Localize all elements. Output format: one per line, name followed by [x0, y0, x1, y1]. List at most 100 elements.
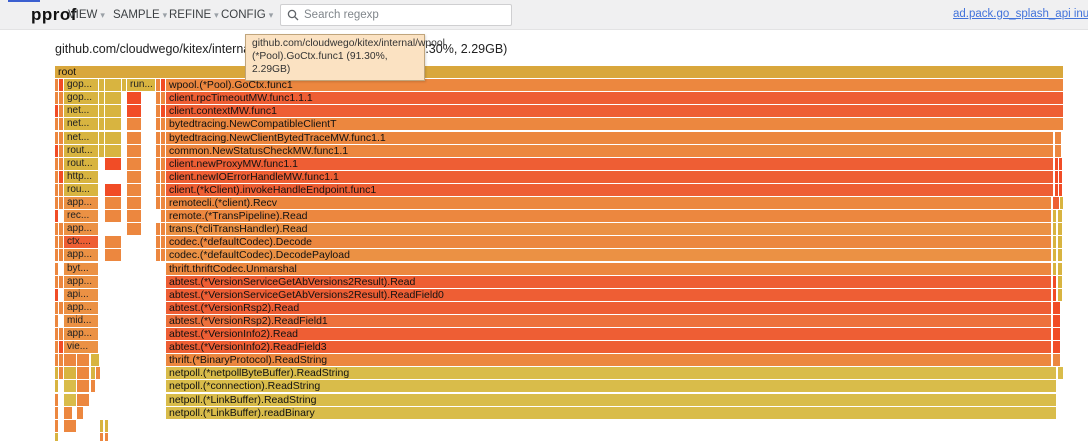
flame-cell[interactable] [161, 236, 165, 249]
flame-cell[interactable] [55, 432, 58, 441]
flame-cell[interactable] [59, 183, 63, 196]
flame-cell[interactable] [55, 380, 58, 393]
flame-cell[interactable] [55, 210, 58, 223]
flame-cell[interactable] [127, 197, 141, 209]
flame-cell[interactable] [64, 393, 76, 406]
flame-cell[interactable] [105, 419, 108, 432]
flame-frame[interactable]: remote.(*TransPipeline).Read [166, 210, 1051, 223]
flame-cell[interactable] [161, 197, 165, 209]
flame-cell[interactable] [156, 197, 160, 209]
flame-cell[interactable] [105, 131, 121, 144]
flame-cell[interactable] [1053, 288, 1056, 301]
flame-cell[interactable] [64, 406, 72, 419]
flame-cell[interactable] [105, 210, 121, 223]
flame-frame[interactable]: client.newProxyMW.func1.1 [166, 157, 1053, 170]
flame-cell[interactable] [55, 197, 58, 209]
flame-frame[interactable]: app... [64, 249, 98, 262]
flame-cell[interactable] [55, 223, 58, 236]
search-input[interactable] [304, 9, 505, 21]
flame-cell[interactable] [55, 79, 58, 92]
flame-frame[interactable]: abtest.(*VersionInfo2).ReadField3 [166, 341, 1051, 354]
menu-refine[interactable]: REFINE ▾ [169, 9, 219, 21]
flame-cell[interactable] [55, 406, 58, 419]
flame-cell[interactable] [1053, 328, 1060, 340]
flame-cell[interactable] [161, 131, 165, 144]
flame-frame[interactable]: bytedtracing.NewClientBytedTraceMW.func1… [166, 131, 1053, 144]
flame-frame[interactable]: abtest.(*VersionRsp2).Read [166, 301, 1051, 314]
flame-cell[interactable] [55, 328, 58, 340]
flame-cell[interactable] [64, 419, 76, 432]
flame-frame[interactable]: gop... [64, 92, 98, 105]
flame-cell[interactable] [1053, 275, 1056, 288]
flame-cell[interactable] [161, 170, 165, 183]
flame-cell[interactable] [77, 406, 83, 419]
flame-cell[interactable] [127, 210, 141, 223]
flame-frame[interactable]: app... [64, 275, 98, 288]
flame-frame[interactable]: app... [64, 223, 98, 236]
flame-frame[interactable]: rout... [64, 144, 98, 157]
flame-cell[interactable] [156, 236, 160, 249]
flame-cell[interactable] [127, 223, 141, 236]
flame-cell[interactable] [1058, 367, 1063, 380]
flame-cell[interactable] [55, 118, 58, 131]
flame-cell[interactable] [161, 157, 165, 170]
flame-cell[interactable] [100, 432, 103, 441]
flame-frame[interactable]: net... [64, 105, 98, 118]
flame-frame[interactable]: byt... [64, 262, 98, 275]
flame-cell[interactable] [1053, 262, 1056, 275]
flame-cell[interactable] [161, 210, 165, 223]
flame-cell[interactable] [161, 223, 165, 236]
flame-cell[interactable] [99, 131, 104, 144]
flame-frame[interactable]: abtest.(*VersionRsp2).ReadField1 [166, 314, 1051, 327]
menu-view[interactable]: VIEW ▾ [68, 9, 105, 21]
flame-cell[interactable] [105, 197, 121, 209]
flame-cell[interactable] [156, 79, 160, 92]
flame-cell[interactable] [1053, 223, 1056, 236]
flame-cell[interactable] [161, 249, 165, 262]
flame-cell[interactable] [156, 118, 160, 131]
flame-frame[interactable]: thrift.(*BinaryProtocol).ReadString [166, 354, 1051, 367]
flame-cell[interactable] [55, 144, 58, 157]
flame-cell[interactable] [105, 249, 121, 262]
flame-cell[interactable] [55, 354, 58, 367]
flame-frame[interactable]: common.NewStatusCheckMW.func1.1 [166, 144, 1053, 157]
flame-cell[interactable] [55, 314, 58, 327]
flame-frame[interactable]: app... [64, 328, 98, 340]
flame-frame[interactable]: abtest.(*VersionInfo2).Read [166, 328, 1051, 340]
flame-frame[interactable]: root [55, 66, 1063, 78]
flame-cell[interactable] [156, 223, 160, 236]
flame-cell[interactable] [127, 183, 141, 196]
flame-cell[interactable] [55, 419, 58, 432]
flame-cell[interactable] [99, 105, 104, 118]
flame-frame[interactable]: mid... [64, 314, 98, 327]
flame-cell[interactable] [55, 92, 58, 105]
flame-cell[interactable] [55, 157, 58, 170]
flame-cell[interactable] [91, 354, 99, 367]
flame-cell[interactable] [156, 144, 160, 157]
flame-cell[interactable] [161, 92, 165, 105]
flame-cell[interactable] [55, 288, 58, 301]
flame-cell[interactable] [105, 144, 121, 157]
flame-cell[interactable] [55, 262, 58, 275]
flame-frame[interactable]: rout... [64, 157, 98, 170]
flame-cell[interactable] [55, 393, 58, 406]
flame-cell[interactable] [99, 144, 104, 157]
flame-cell[interactable] [161, 105, 165, 118]
flame-cell[interactable] [1058, 262, 1062, 275]
flame-cell[interactable] [156, 157, 160, 170]
flame-cell[interactable] [127, 92, 141, 105]
flame-cell[interactable] [127, 144, 141, 157]
flame-cell[interactable] [105, 79, 121, 92]
flame-cell[interactable] [59, 354, 63, 367]
flame-cell[interactable] [59, 79, 63, 92]
flame-cell[interactable] [1060, 197, 1063, 209]
flame-frame[interactable]: client.newIOErrorHandleMW.func1.1 [166, 170, 1053, 183]
flame-frame[interactable]: vie... [64, 341, 98, 354]
flame-cell[interactable] [55, 249, 58, 262]
flame-cell[interactable] [77, 354, 89, 367]
flame-cell[interactable] [105, 118, 121, 131]
flame-cell[interactable] [59, 92, 63, 105]
flame-frame[interactable]: client.rpcTimeoutMW.func1.1.1 [166, 92, 1063, 105]
flame-cell[interactable] [127, 105, 141, 118]
flame-cell[interactable] [59, 341, 63, 354]
